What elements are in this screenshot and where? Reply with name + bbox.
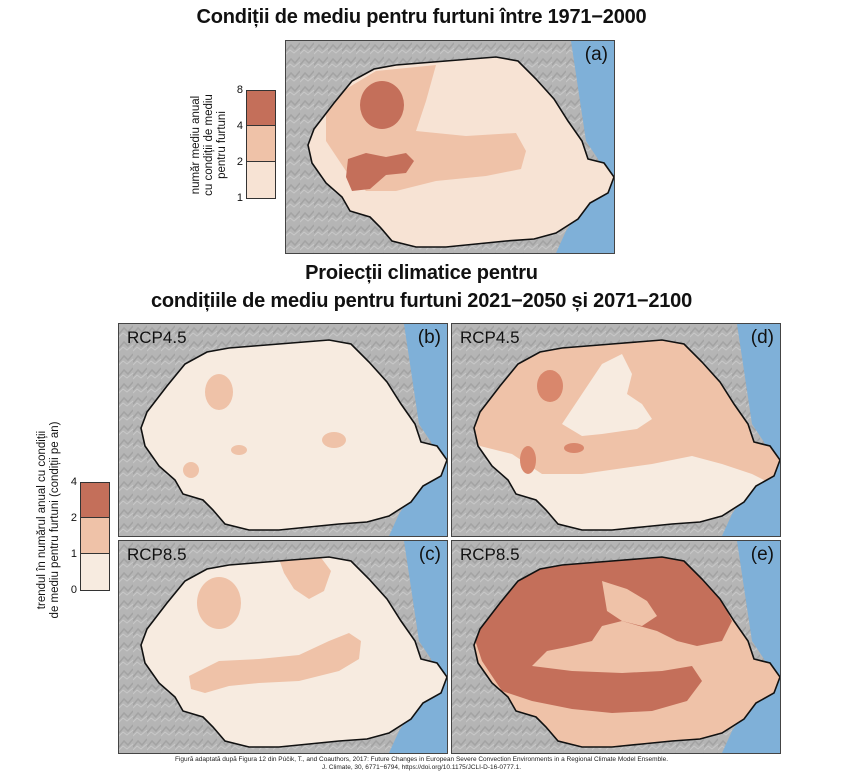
legend-projections-tick-2: 2 (70, 512, 77, 524)
footer-line2: J. Climate, 30, 6771−6794, https://doi.o… (321, 764, 522, 771)
legend-projections-box-zero (80, 554, 110, 591)
legend-projections-tick-4: 4 (70, 476, 77, 488)
legend-projections: trendul în numărul anual cu condiții de … (36, 420, 116, 618)
legend-historical-tick-1: 1 (236, 192, 243, 204)
legend-projections-tick-1: 1 (70, 548, 77, 560)
footer-citation: Figură adaptată după Figura 12 din Púčik… (0, 756, 843, 772)
legend-historical-tick-4: 4 (236, 120, 243, 132)
footer-line1: Figură adaptată după Figura 12 din Púčik… (174, 756, 669, 763)
scenario-label-b: RCP4.5 (127, 328, 187, 347)
legend-historical: număr mediu anual cu condiții de mediu p… (190, 84, 282, 204)
legend-historical-box-high (246, 90, 276, 126)
scenario-label-c: RCP8.5 (127, 545, 187, 564)
panel-letter-b: (b) (417, 327, 441, 348)
panel-letter-e: (e) (750, 544, 774, 565)
map-panel-c: RCP8.5 (c) (118, 540, 448, 754)
legend-projections-tick-0: 0 (70, 584, 77, 596)
legend-projections-box-high (80, 482, 110, 518)
legend-historical-tick-2: 2 (236, 156, 243, 168)
legend-projections-box-mid (80, 518, 110, 554)
title-historical: Condiții de mediu pentru furtuni între 1… (196, 6, 647, 28)
legend-historical-title: număr mediu anual cu condiții de mediu p… (190, 94, 228, 196)
map-panel-e: RCP8.5 (e) (451, 540, 781, 754)
scenario-label-e: RCP8.5 (460, 545, 520, 564)
legend-historical-box-mid (246, 126, 276, 162)
panel-letter-a: (a) (584, 44, 608, 65)
legend-historical-box-low (246, 162, 276, 199)
panel-letter-d: (d) (750, 327, 774, 348)
map-panel-d: RCP4.5 (d) (451, 323, 781, 537)
scenario-label-d: RCP4.5 (460, 328, 520, 347)
title-projections-line1: Proiecții climatice pentru (305, 262, 538, 284)
map-panel-a: (a) (285, 40, 615, 254)
legend-historical-tick-8: 8 (236, 84, 243, 96)
panel-letter-c: (c) (418, 544, 441, 565)
map-panel-b: RCP4.5 (b) (118, 323, 448, 537)
legend-projections-title: trendul în numărul anual cu condiții de … (36, 421, 61, 619)
title-projections-line2: condițiile de mediu pentru furtuni 2021−… (150, 290, 693, 312)
